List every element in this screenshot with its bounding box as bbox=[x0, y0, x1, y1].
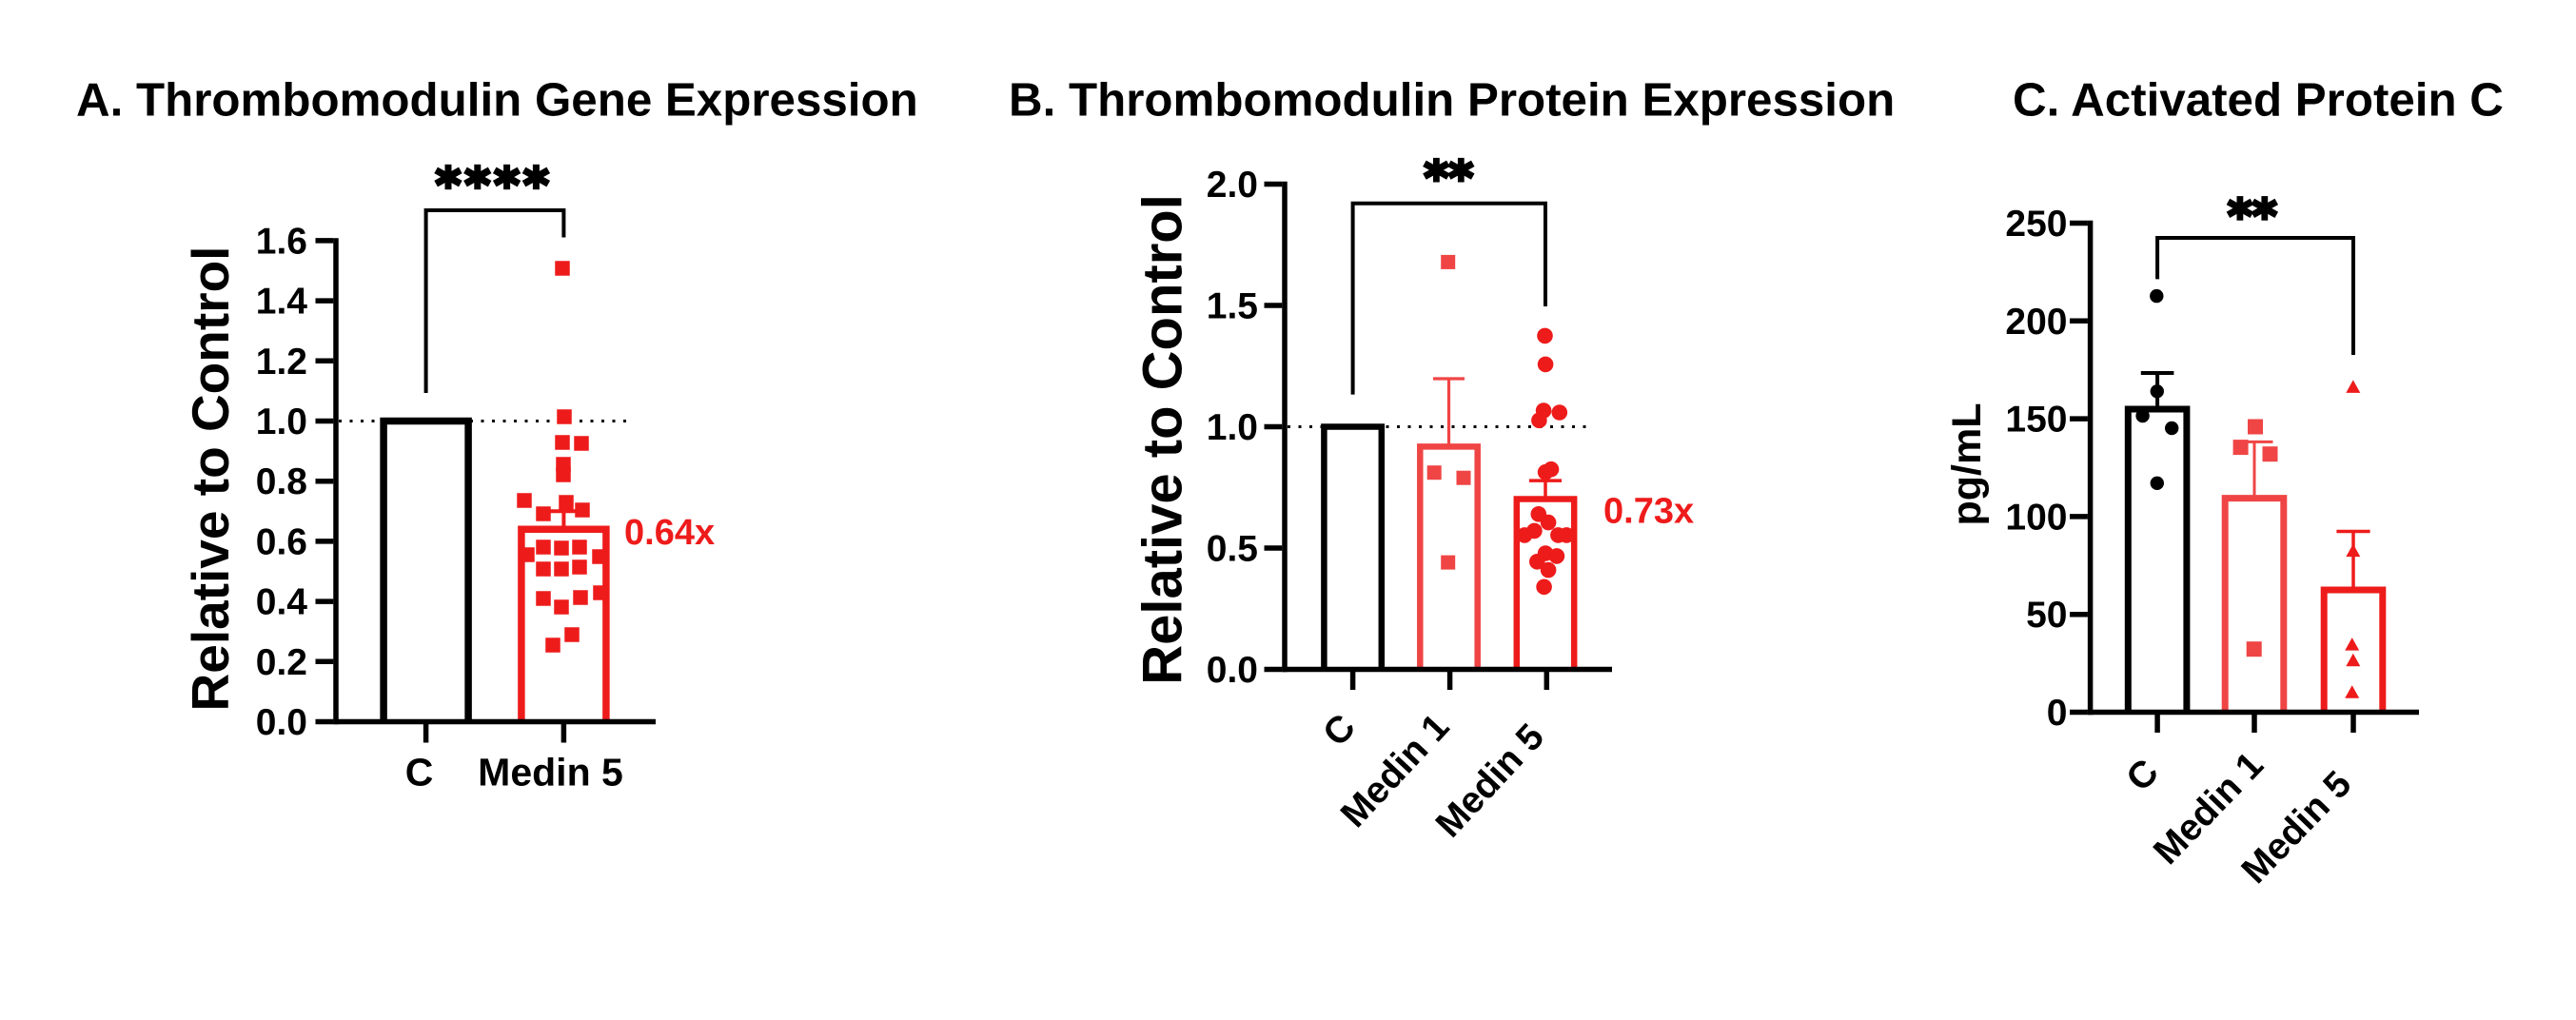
svg-text:C: C bbox=[405, 751, 434, 794]
svg-text:0.5: 0.5 bbox=[1207, 529, 1258, 570]
svg-text:0.73x: 0.73x bbox=[1603, 492, 1694, 532]
svg-text:0.2: 0.2 bbox=[256, 642, 307, 683]
svg-text:C: C bbox=[1315, 707, 1364, 755]
svg-text:0.8: 0.8 bbox=[256, 461, 307, 502]
svg-text:Medin 5: Medin 5 bbox=[478, 751, 623, 794]
svg-text:C. Activated Protein C: C. Activated Protein C bbox=[2013, 74, 2504, 127]
svg-text:150: 150 bbox=[2005, 400, 2067, 441]
svg-text:1.6: 1.6 bbox=[256, 221, 307, 262]
svg-text:1.0: 1.0 bbox=[1207, 407, 1258, 448]
svg-text:0.64x: 0.64x bbox=[624, 513, 715, 553]
svg-text:50: 50 bbox=[2026, 595, 2067, 636]
svg-text:Relative to Control: Relative to Control bbox=[181, 246, 240, 712]
svg-text:0.0: 0.0 bbox=[1207, 650, 1258, 691]
svg-text:100: 100 bbox=[2005, 497, 2067, 538]
svg-text:Relative to Control: Relative to Control bbox=[1132, 194, 1194, 685]
svg-text:0.0: 0.0 bbox=[256, 702, 307, 743]
svg-text:1.4: 1.4 bbox=[256, 282, 308, 323]
svg-text:1.2: 1.2 bbox=[256, 342, 307, 382]
svg-text:1.5: 1.5 bbox=[1207, 286, 1258, 327]
svg-text:200: 200 bbox=[2005, 302, 2067, 343]
svg-text:2.0: 2.0 bbox=[1207, 165, 1258, 206]
svg-text:0: 0 bbox=[2047, 693, 2068, 734]
svg-text:1.0: 1.0 bbox=[256, 402, 307, 442]
svg-text:pg/mL: pg/mL bbox=[1944, 403, 1990, 526]
svg-text:A. Thrombomodulin Gene Express: A. Thrombomodulin Gene Expression bbox=[76, 74, 918, 127]
svg-text:0.4: 0.4 bbox=[256, 582, 308, 623]
svg-text:250: 250 bbox=[2005, 204, 2067, 245]
svg-text:C: C bbox=[2118, 752, 2167, 799]
svg-text:0.6: 0.6 bbox=[256, 521, 307, 562]
svg-text:B. Thrombomodulin Protein Expr: B. Thrombomodulin Protein Expression bbox=[1009, 74, 1895, 127]
